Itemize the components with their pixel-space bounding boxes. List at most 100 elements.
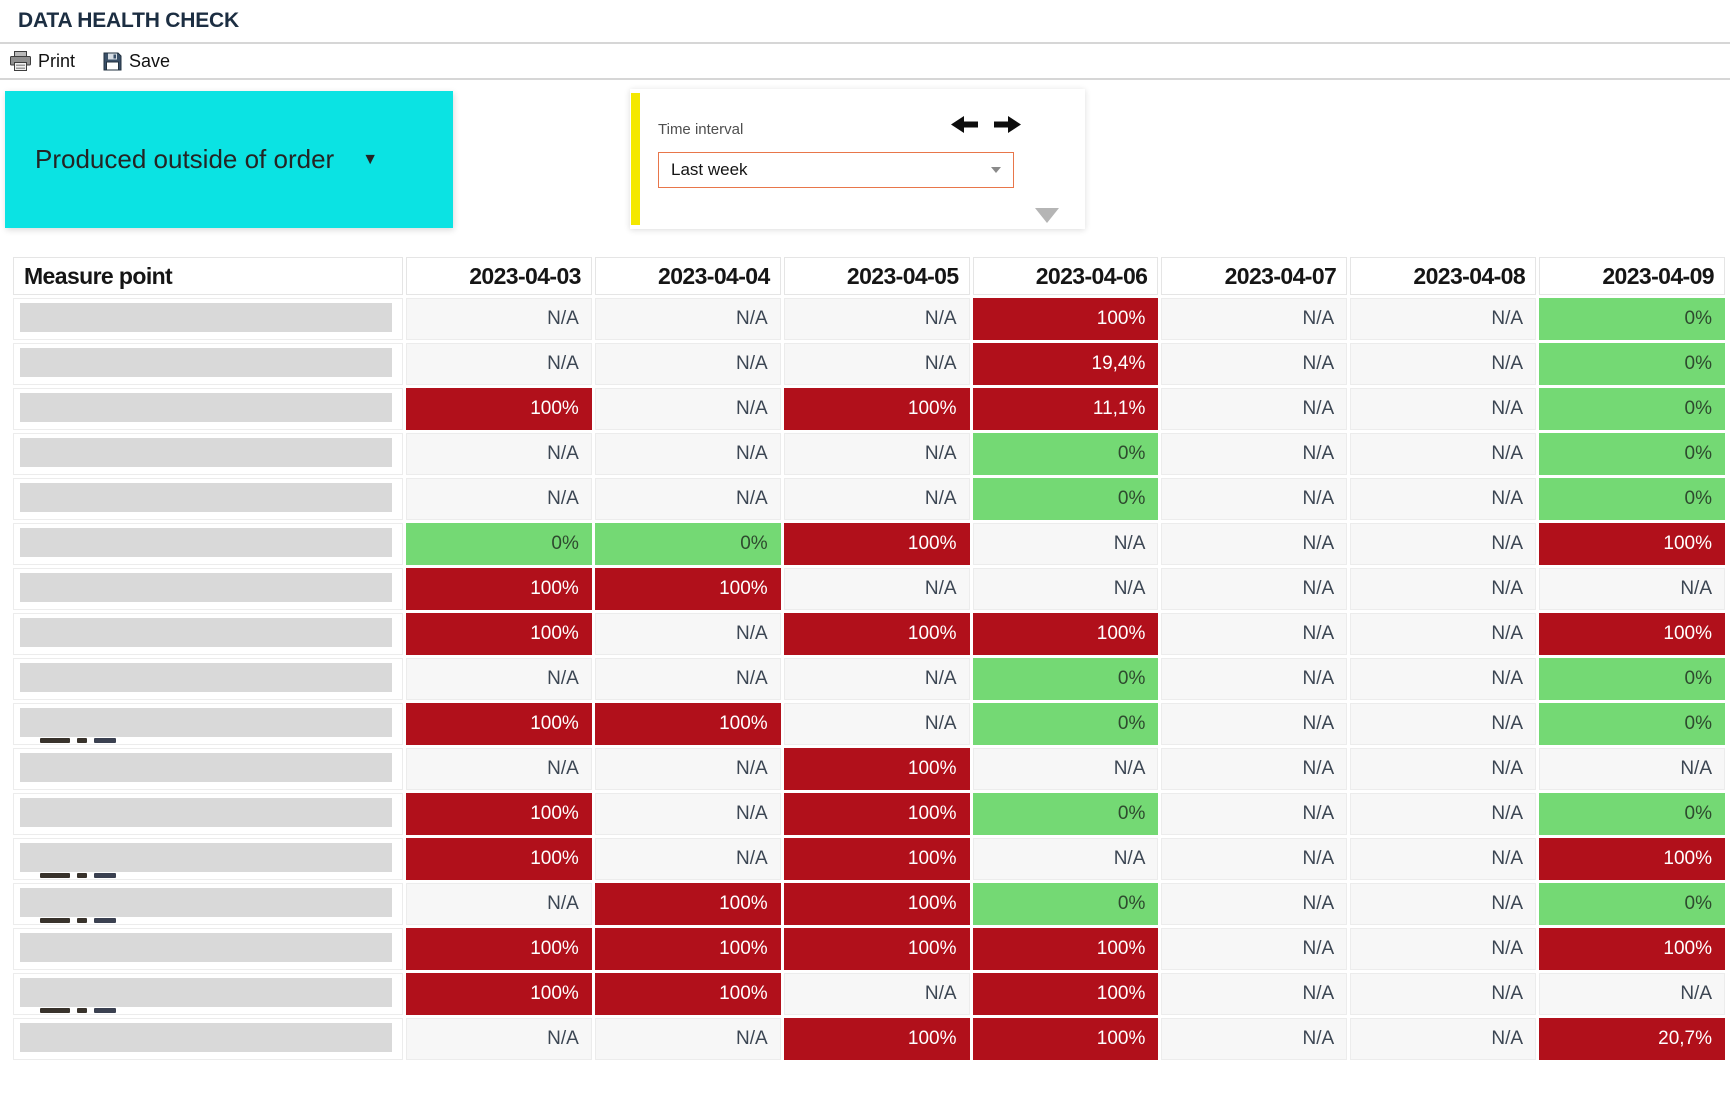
chevron-down-icon: ▼ bbox=[362, 150, 379, 168]
save-button-label: Save bbox=[129, 50, 171, 71]
value-cell: N/A bbox=[1161, 613, 1348, 655]
value-cell: N/A bbox=[594, 748, 781, 790]
table-row: N/A N/A N/A 0% N/A N/A 0% bbox=[13, 658, 1725, 700]
value-cell: N/A bbox=[1161, 523, 1348, 565]
measure-point-cell bbox=[13, 433, 403, 475]
time-interval-selected-value: Last week bbox=[671, 160, 748, 179]
value-cell: N/A bbox=[1161, 928, 1348, 970]
value-cell: N/A bbox=[406, 748, 592, 790]
value-cell: N/A bbox=[783, 478, 970, 520]
measure-point-text-fragment bbox=[40, 918, 116, 923]
floppy-disk-icon bbox=[103, 52, 122, 71]
time-interval-panel: Time interval Last week bbox=[630, 89, 1085, 229]
redaction-bar bbox=[20, 618, 392, 647]
value-cell: N/A bbox=[594, 1018, 781, 1060]
panel-expand-triangle-icon[interactable] bbox=[1035, 208, 1059, 223]
value-cell: 100% bbox=[406, 838, 592, 880]
value-cell: N/A bbox=[406, 433, 592, 475]
redaction-bar bbox=[20, 573, 392, 602]
print-button-label: Print bbox=[38, 50, 76, 71]
value-cell: 100% bbox=[783, 523, 970, 565]
value-cell: N/A bbox=[1161, 433, 1348, 475]
table-row: 100% 100% 100% 100% N/A N/A 100% bbox=[13, 928, 1725, 970]
value-cell: 100% bbox=[783, 748, 970, 790]
table-row: N/A N/A 100% N/A N/A N/A N/A bbox=[13, 748, 1725, 790]
redaction-bar bbox=[20, 1023, 392, 1052]
printer-icon bbox=[10, 51, 31, 71]
value-cell: N/A bbox=[594, 478, 781, 520]
print-button[interactable]: Print bbox=[10, 51, 75, 72]
redaction-bar bbox=[20, 798, 392, 827]
value-cell: 0% bbox=[1539, 388, 1725, 430]
value-cell: N/A bbox=[972, 748, 1159, 790]
select-caret-icon bbox=[991, 167, 1001, 173]
value-cell: N/A bbox=[1350, 838, 1537, 880]
value-cell: N/A bbox=[1350, 1018, 1537, 1060]
redaction-bar bbox=[20, 393, 392, 422]
measure-point-cell bbox=[13, 838, 403, 880]
value-cell: N/A bbox=[1161, 343, 1348, 385]
table-row: 100% N/A 100% N/A N/A N/A 100% bbox=[13, 838, 1725, 880]
value-cell: N/A bbox=[406, 343, 592, 385]
date-column-header: 2023-04-07 bbox=[1161, 257, 1348, 295]
value-cell: N/A bbox=[1161, 298, 1348, 340]
value-cell: N/A bbox=[594, 343, 781, 385]
value-cell: N/A bbox=[1539, 748, 1725, 790]
measure-point-text-fragment bbox=[40, 873, 116, 878]
redaction-bar bbox=[20, 483, 392, 512]
measure-point-cell bbox=[13, 973, 403, 1015]
measure-point-text-fragment bbox=[40, 738, 116, 743]
value-cell: 100% bbox=[972, 1018, 1159, 1060]
measure-point-cell bbox=[13, 388, 403, 430]
value-cell: N/A bbox=[1161, 748, 1348, 790]
value-cell: N/A bbox=[1350, 343, 1537, 385]
value-cell: N/A bbox=[594, 658, 781, 700]
time-interval-select[interactable]: Last week bbox=[658, 152, 1014, 188]
value-cell: N/A bbox=[594, 298, 781, 340]
value-cell: N/A bbox=[972, 523, 1159, 565]
value-cell: N/A bbox=[406, 658, 592, 700]
arrow-right-icon bbox=[994, 116, 1021, 136]
value-cell: N/A bbox=[1350, 883, 1537, 925]
value-cell: N/A bbox=[783, 568, 970, 610]
measure-dropdown[interactable]: Produced outside of order ▼ bbox=[5, 91, 453, 228]
previous-interval-button[interactable] bbox=[951, 116, 978, 133]
measure-point-cell bbox=[13, 298, 403, 340]
value-cell: 100% bbox=[594, 703, 781, 745]
value-cell: N/A bbox=[783, 298, 970, 340]
redaction-bar bbox=[20, 708, 392, 737]
value-cell: 100% bbox=[406, 703, 592, 745]
measure-point-cell bbox=[13, 523, 403, 565]
value-cell: 0% bbox=[406, 523, 592, 565]
value-cell: N/A bbox=[1350, 568, 1537, 610]
redaction-bar bbox=[20, 933, 392, 962]
value-cell: 100% bbox=[972, 298, 1159, 340]
value-cell: 100% bbox=[972, 973, 1159, 1015]
value-cell: 0% bbox=[1539, 478, 1725, 520]
value-cell: 100% bbox=[972, 613, 1159, 655]
value-cell: N/A bbox=[594, 793, 781, 835]
measure-point-cell bbox=[13, 1018, 403, 1060]
table-row: 100% N/A 100% 11,1% N/A N/A 0% bbox=[13, 388, 1725, 430]
value-cell: N/A bbox=[594, 433, 781, 475]
table-row: 100% N/A 100% 0% N/A N/A 0% bbox=[13, 793, 1725, 835]
save-button[interactable]: Save bbox=[103, 51, 170, 72]
value-cell: 100% bbox=[1539, 928, 1725, 970]
redaction-bar bbox=[20, 303, 392, 332]
measure-point-cell bbox=[13, 748, 403, 790]
date-column-header: 2023-04-06 bbox=[972, 257, 1159, 295]
next-interval-button[interactable] bbox=[994, 116, 1021, 133]
value-cell: N/A bbox=[1350, 748, 1537, 790]
value-cell: N/A bbox=[972, 568, 1159, 610]
value-cell: N/A bbox=[406, 1018, 592, 1060]
value-cell: 0% bbox=[1539, 298, 1725, 340]
value-cell: N/A bbox=[1539, 973, 1725, 1015]
value-cell: 100% bbox=[406, 793, 592, 835]
redaction-bar bbox=[20, 888, 392, 917]
date-column-header: 2023-04-03 bbox=[406, 257, 592, 295]
value-cell: N/A bbox=[594, 388, 781, 430]
value-cell: 0% bbox=[594, 523, 781, 565]
table-row: N/A N/A N/A 19,4% N/A N/A 0% bbox=[13, 343, 1725, 385]
value-cell: N/A bbox=[1539, 568, 1725, 610]
measure-point-cell bbox=[13, 658, 403, 700]
